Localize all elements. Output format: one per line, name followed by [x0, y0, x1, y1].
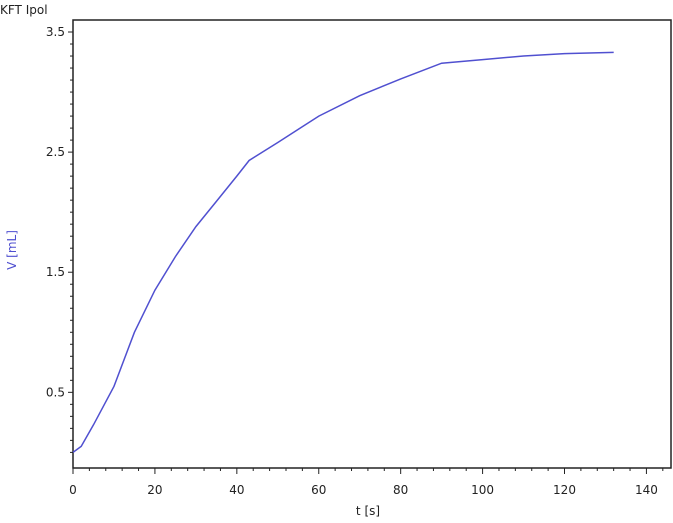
- y-axis-label: V [mL]: [5, 230, 19, 270]
- x-tick-label: 60: [311, 483, 326, 497]
- y-tick-label: 2.5: [46, 145, 65, 159]
- x-axis-label: t [s]: [356, 504, 380, 518]
- x-tick-label: 100: [471, 483, 494, 497]
- x-tick-label: 20: [147, 483, 162, 497]
- y-tick-label: 3.5: [46, 25, 65, 39]
- x-tick-label: 140: [635, 483, 658, 497]
- series-line: [72, 51, 614, 454]
- y-tick-label: 0.5: [46, 385, 65, 399]
- x-tick-label: 0: [69, 483, 77, 497]
- x-tick-label: 80: [393, 483, 408, 497]
- y-tick-label: 1.5: [46, 265, 65, 279]
- y-axis: 0.5 1.5 2.5 3.5: [46, 25, 73, 453]
- x-axis: 0 20 40 60 80 100 120 140: [69, 468, 664, 497]
- x-tick-label: 120: [553, 483, 576, 497]
- x-tick-label: 40: [229, 483, 244, 497]
- chart-title: KFT Ipol: [0, 3, 48, 17]
- plot-frame: [72, 19, 672, 469]
